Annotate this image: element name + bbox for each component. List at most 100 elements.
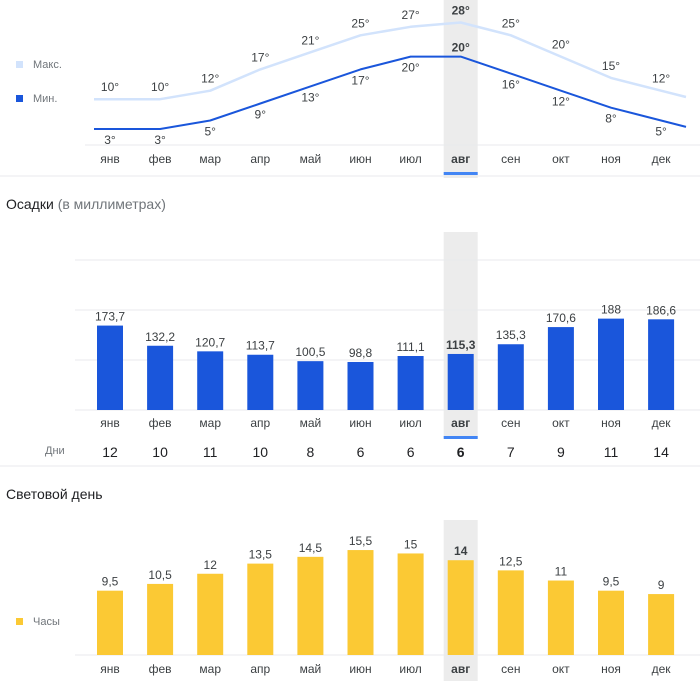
rain-days-май: 8 bbox=[307, 444, 315, 460]
daylight-month-апр: апр bbox=[250, 662, 270, 676]
daylight-month-июн: июн bbox=[349, 662, 371, 676]
max-temp-label-фев: 10° bbox=[151, 80, 169, 94]
rain-days-мар: 11 bbox=[203, 444, 218, 460]
max-temp-label-мар: 12° bbox=[201, 72, 219, 86]
max-temp-label-апр: 17° bbox=[251, 50, 269, 64]
max-temp-label-янв: 10° bbox=[101, 80, 119, 94]
min-temp-label-авг: 20° bbox=[452, 41, 470, 55]
rain-days-июл: 6 bbox=[407, 444, 415, 460]
daylight-bar-сен bbox=[497, 570, 524, 655]
precipitation-value-апр: 113,7 bbox=[246, 339, 275, 353]
legend-hours-label: Часы bbox=[33, 616, 60, 628]
precipitation-bar-мар bbox=[197, 351, 224, 410]
daylight-month-сен: сен bbox=[501, 662, 520, 676]
temperature-month-апр: апр bbox=[250, 152, 270, 166]
rain-days-фев: 10 bbox=[152, 444, 168, 460]
max-temp-label-сен: 25° bbox=[502, 16, 520, 30]
daylight-month-ноя: ноя bbox=[601, 662, 621, 676]
days-label: Дни bbox=[45, 445, 65, 457]
precipitation-value-июл: 111,1 bbox=[396, 340, 425, 354]
precipitation-month-авг: авг bbox=[451, 416, 470, 430]
daylight-value-окт: 11 bbox=[555, 565, 568, 579]
daylight-bar-авг bbox=[447, 560, 474, 655]
precipitation-bar-окт bbox=[547, 327, 574, 410]
daylight-month-янв: янв bbox=[100, 662, 120, 676]
highlight-temperature bbox=[443, 0, 478, 178]
min-temp-label-май: 13° bbox=[301, 90, 319, 104]
precipitation-bar-май bbox=[297, 361, 324, 410]
precipitation-title: Осадки (в миллиметрах) bbox=[6, 196, 166, 212]
min-temperature-line bbox=[94, 55, 687, 130]
precipitation-bar-дек bbox=[648, 319, 675, 410]
legend-hours-swatch bbox=[16, 618, 23, 625]
temperature-month-сен: сен bbox=[501, 152, 520, 166]
chart-grid bbox=[0, 144, 700, 656]
max-temp-label-окт: 20° bbox=[552, 38, 570, 52]
precipitation-chart[interactable]: 173,7 янв 132,2 фев 120,7 мар 113,7 апр 100,5 май… bbox=[95, 303, 676, 430]
daylight-bar-фев bbox=[147, 583, 174, 655]
daylight-bar-янв bbox=[97, 590, 123, 655]
selected-underline-temperature bbox=[443, 172, 478, 175]
temperature-chart[interactable]: 10° 10° 12° 17° 21° 25° 27° 28° 25° 20° 15° 12° 3° 3°… bbox=[94, 4, 687, 166]
rain-days-авг: 6 bbox=[457, 444, 465, 460]
precipitation-month-янв: янв bbox=[100, 416, 120, 430]
daylight-bar-мар bbox=[197, 573, 224, 655]
legend-min-label: Мин. bbox=[33, 93, 57, 105]
daylight-chart[interactable]: 9,5 янв 10,5 фев 12 мар 13,5 апр 14,5 май 15,5 июн 1… bbox=[97, 534, 675, 676]
temperature-month-янв: янв bbox=[100, 152, 120, 166]
precipitation-days-row: Дни 12 10 11 10 8 6 6 6 7 9 11 14 bbox=[45, 444, 669, 460]
precipitation-value-авг: 115,3 bbox=[446, 338, 476, 352]
legend-min-swatch bbox=[16, 95, 23, 102]
precipitation-month-окт: окт bbox=[552, 416, 570, 430]
max-temp-label-дек: 12° bbox=[652, 72, 670, 86]
rain-days-сен: 7 bbox=[507, 444, 515, 460]
min-temp-label-ноя: 8° bbox=[605, 112, 617, 126]
precipitation-value-дек: 186,6 bbox=[646, 303, 676, 317]
precipitation-month-апр: апр bbox=[250, 416, 270, 430]
max-temp-label-ноя: 15° bbox=[602, 59, 620, 73]
legend-max-swatch bbox=[16, 61, 23, 68]
precipitation-value-окт: 170,6 bbox=[546, 311, 576, 325]
daylight-bar-май bbox=[297, 556, 324, 655]
rain-days-июн: 6 bbox=[357, 444, 365, 460]
precipitation-value-сен: 135,3 bbox=[496, 328, 526, 342]
precipitation-month-фев: фев bbox=[149, 416, 172, 430]
precipitation-bar-июл bbox=[397, 356, 424, 410]
daylight-value-янв: 9,5 bbox=[102, 575, 119, 589]
precipitation-subtitle: (в миллиметрах) bbox=[57, 196, 166, 212]
chart-legends: Макс. Мин. Часы bbox=[16, 59, 62, 628]
precipitation-value-май: 100,5 bbox=[295, 345, 325, 359]
min-temp-label-апр: 9° bbox=[255, 107, 267, 121]
temperature-month-окт: окт bbox=[552, 152, 570, 166]
daylight-value-сен: 12,5 bbox=[499, 554, 523, 568]
precipitation-bar-июн bbox=[347, 361, 374, 410]
precipitation-value-мар: 120,7 bbox=[195, 335, 225, 349]
precipitation-month-июл: июл bbox=[399, 416, 421, 430]
min-temp-label-июн: 17° bbox=[351, 73, 369, 87]
precipitation-value-июн: 98,8 bbox=[349, 346, 373, 360]
daylight-value-май: 14,5 bbox=[299, 541, 323, 555]
daylight-value-дек: 9 bbox=[658, 578, 665, 592]
daylight-value-апр: 13,5 bbox=[249, 548, 273, 562]
temperature-month-авг: авг bbox=[451, 152, 470, 166]
temperature-month-дек: дек bbox=[652, 152, 672, 166]
precipitation-month-июн: июн bbox=[349, 416, 371, 430]
temperature-month-июн: июн bbox=[349, 152, 371, 166]
precipitation-month-май: май bbox=[300, 416, 322, 430]
daylight-value-фев: 10,5 bbox=[148, 568, 172, 582]
temperature-month-май: май bbox=[300, 152, 322, 166]
precipitation-bar-ноя bbox=[598, 318, 624, 410]
daylight-bar-июн bbox=[347, 550, 374, 655]
precipitation-value-янв: 173,7 bbox=[95, 310, 125, 324]
precipitation-bar-фев bbox=[147, 345, 174, 410]
precipitation-month-мар: мар bbox=[199, 416, 221, 430]
precipitation-month-сен: сен bbox=[501, 416, 520, 430]
min-temp-label-янв: 3° bbox=[104, 133, 116, 147]
daylight-bar-июл bbox=[397, 553, 424, 655]
precipitation-bar-авг bbox=[447, 353, 474, 410]
daylight-value-мар: 12 bbox=[204, 558, 218, 572]
min-temp-label-фев: 3° bbox=[154, 133, 166, 147]
max-temperature-line bbox=[94, 21, 687, 101]
